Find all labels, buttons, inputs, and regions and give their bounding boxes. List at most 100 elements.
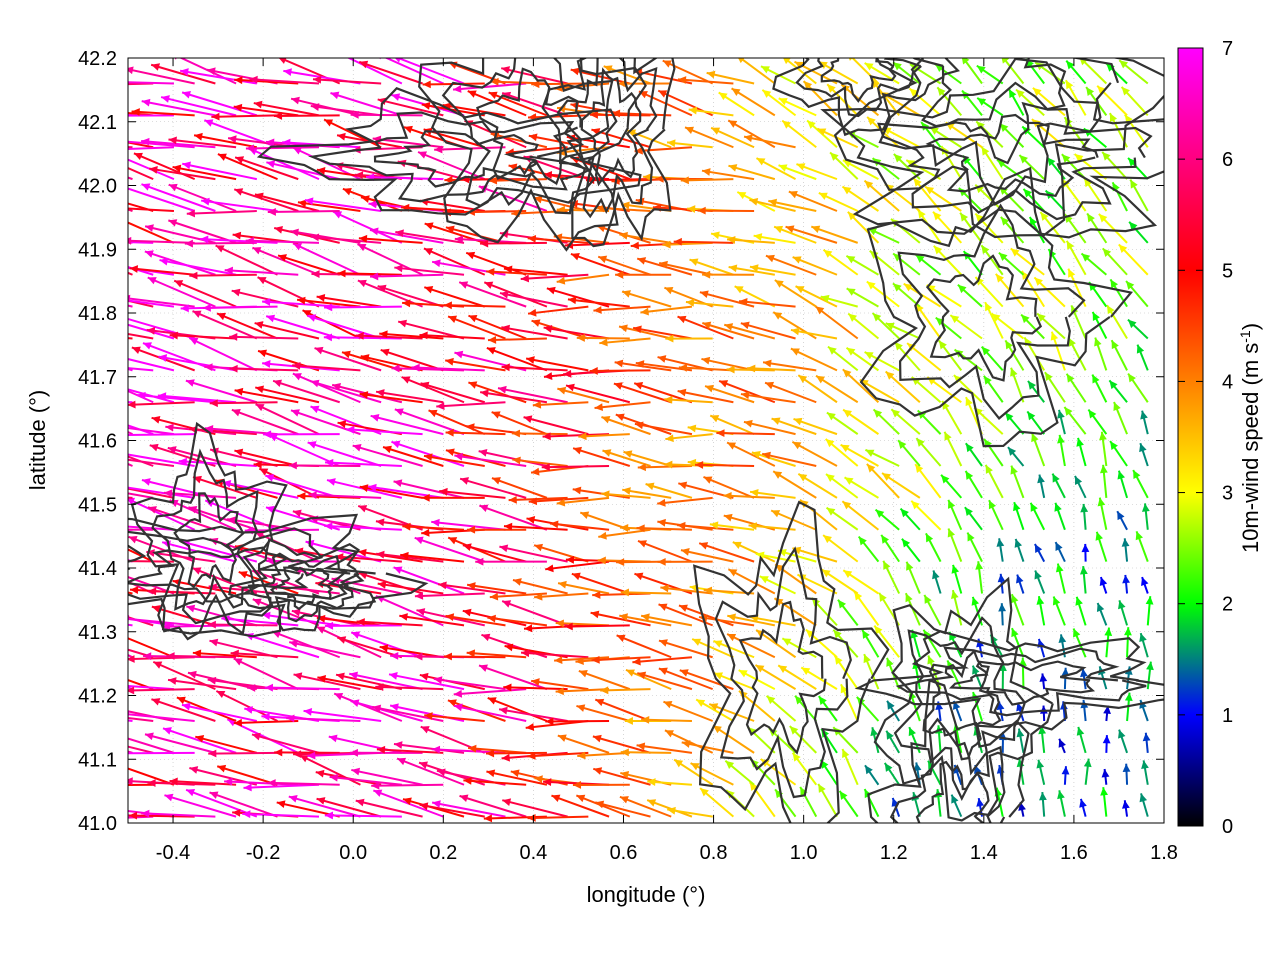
wind-vector-head (357, 244, 367, 252)
wind-vector-head (454, 452, 463, 461)
wind-vector (185, 379, 258, 404)
wind-vector (726, 441, 776, 467)
wind-vector (698, 542, 755, 563)
wind-vector (128, 528, 133, 531)
wind-vector (377, 582, 444, 595)
wind-vector (774, 279, 817, 308)
wind-vector (810, 225, 859, 244)
wind-vector-head (323, 333, 333, 342)
wind-vector-head (324, 811, 334, 820)
wind-vector-head (1139, 793, 1148, 803)
wind-vector-head (174, 58, 177, 60)
wind-vector-head (765, 254, 775, 263)
wind-vector-head (488, 176, 498, 185)
wind-vector (231, 289, 299, 308)
wind-vector (566, 135, 630, 149)
wind-vector-head (128, 400, 136, 409)
wind-vector-head (486, 347, 496, 355)
wind-vector-head (67, 330, 75, 338)
wind-vector (193, 134, 258, 149)
x-axis-ticks: -0.4 -0.2 0.0 0.2 0.4 0.6 0.8 1.0 1.2 1.4 1.6 1.8 (156, 58, 1178, 864)
wind-vector-head (1014, 538, 1023, 548)
wind-vector-head (771, 510, 781, 518)
wind-vector-head (89, 781, 97, 789)
wind-vector (478, 450, 548, 467)
wind-vector-head (490, 77, 499, 86)
wind-vector-head (821, 569, 831, 578)
colorbar-tick-label: 7 (1222, 38, 1233, 60)
wind-vector (567, 298, 630, 308)
wind-vector (149, 167, 216, 181)
wind-vector-head (293, 750, 302, 759)
wind-vector (128, 114, 174, 117)
wind-vector-head (592, 734, 602, 743)
wind-vector (325, 461, 402, 467)
wind-vector-head (141, 478, 151, 486)
wind-vector (698, 616, 755, 627)
wind-vector (186, 210, 257, 215)
wind-vector-head (268, 44, 276, 52)
wind-vector-head (1016, 728, 1025, 738)
x-tick-label: -0.2 (246, 842, 280, 864)
wind-vector (128, 202, 154, 212)
wind-vector-head (424, 712, 433, 720)
wind-vector-head (324, 522, 333, 531)
wind-vector (128, 458, 175, 467)
wind-vector-head (349, 748, 358, 757)
wind-vector (370, 273, 444, 278)
wind-vector (851, 58, 880, 85)
wind-vector-head (743, 419, 753, 428)
wind-vector (128, 82, 154, 86)
wind-vector-head (557, 734, 567, 742)
wind-vector-head (798, 473, 808, 482)
wind-vector (549, 522, 610, 531)
wind-vector-head (1092, 311, 1100, 321)
wind-vector-head (858, 536, 867, 546)
wind-vector-head (932, 570, 940, 580)
wind-vector-head (325, 458, 334, 467)
wind-vector (445, 431, 506, 436)
wind-vector-head (898, 440, 907, 449)
y-tick-label: 41.0 (78, 813, 117, 835)
wind-vector-head (658, 667, 668, 675)
terrain-contour (151, 448, 259, 611)
wind-vector-head (377, 97, 387, 106)
wind-vector-head (534, 775, 543, 784)
wind-vector-head (58, 32, 67, 40)
wind-vector-head (242, 810, 251, 819)
wind-vector-head (727, 613, 737, 622)
wind-vector-head (403, 125, 413, 134)
wind-vector-head (795, 695, 804, 705)
wind-vector-head (147, 779, 156, 787)
y-tick-label: 41.4 (78, 558, 117, 580)
wind-vector-head (311, 270, 320, 278)
wind-vector-head (61, 346, 70, 353)
wind-vector (128, 158, 175, 181)
wind-vector-head (636, 524, 645, 533)
wind-vector-head (510, 769, 520, 778)
wind-vector (438, 583, 506, 595)
wind-vector-head (253, 100, 263, 109)
wind-vector-head (503, 522, 513, 531)
wind-vector (141, 183, 216, 212)
wind-vector (128, 82, 133, 85)
wind-vector-head (211, 112, 220, 121)
wind-vector-head (234, 76, 243, 85)
wind-vector-head (528, 497, 538, 506)
wind-vector (1109, 23, 1127, 52)
wind-vector-head (501, 363, 510, 372)
wind-vector (252, 246, 320, 276)
wind-vector (411, 366, 485, 372)
wind-vector-head (63, 731, 72, 739)
wind-vector-head (611, 109, 621, 118)
wind-vector-head (288, 794, 298, 803)
wind-vector-head (390, 703, 399, 712)
terrain-contour (541, 58, 676, 248)
wind-vector-head (664, 460, 673, 469)
wind-vector (248, 147, 320, 181)
wind-vector-head (1066, 60, 1075, 70)
wind-vector-head (186, 209, 196, 218)
wind-vector-head (292, 509, 302, 518)
wind-vector (488, 91, 548, 117)
wind-vector (200, 238, 278, 244)
